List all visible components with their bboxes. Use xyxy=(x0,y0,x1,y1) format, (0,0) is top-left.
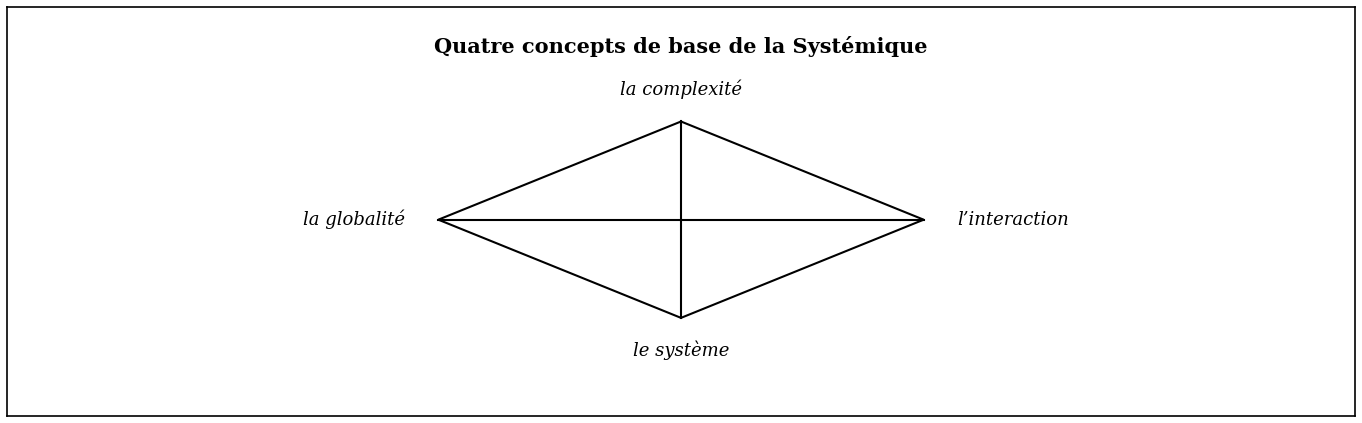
Text: l’interaction: l’interaction xyxy=(957,211,1069,229)
Text: la globalité: la globalité xyxy=(302,210,405,229)
Text: Quatre concepts de base de la Systémique: Quatre concepts de base de la Systémique xyxy=(434,36,928,57)
Text: le système: le système xyxy=(633,341,729,360)
Text: la complexité: la complexité xyxy=(620,80,742,99)
